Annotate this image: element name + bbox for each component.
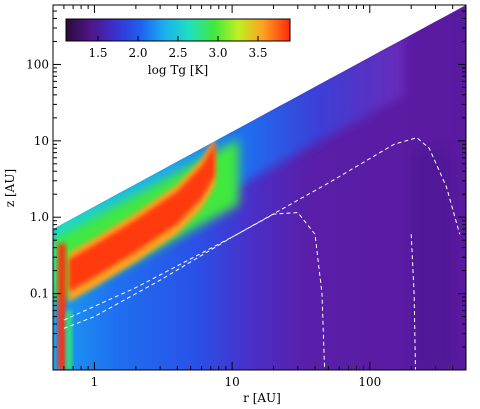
y-tick-label: 10 [34,134,49,148]
colorbar-ticks: 1.5 2.0 2.5 3.0 3.5 [88,36,268,60]
colorbar-label: log Tg [K] [148,63,208,77]
y-tick-label: 1.0 [30,210,49,224]
outer-cold-band [411,148,452,370]
colorbar: 1.5 2.0 2.5 3.0 3.5 log Tg [K] [65,18,291,77]
x-axis-label: r [AU] [243,391,281,405]
contour-lines [63,137,461,370]
x-tick-label: 10 [224,375,239,389]
y-tick-label: 100 [26,57,49,71]
axis-ticks: 1 10 100 0.1 1.0 10 100 [26,4,467,389]
inner-rim [57,243,66,370]
contour-line-2 [410,234,416,370]
contour-line-0 [63,137,461,321]
colorbar-tick-label: 3.0 [208,46,227,60]
y-tick-label: 0.1 [30,287,49,301]
plot-frame [52,4,467,371]
colorbar-tick-label: 2.0 [128,46,147,60]
contour-line-1 [63,212,326,370]
x-tick-label: 100 [358,375,381,389]
colorbar-tick-label: 3.5 [248,46,267,60]
hot-layer-core [68,143,215,292]
colorbar-tick-label: 2.5 [168,46,187,60]
y-axis-label: z [AU] [3,169,17,207]
inner-rim-glow [65,310,72,370]
colorbar-tick-label: 1.5 [88,46,107,60]
x-tick-label: 1 [91,375,99,389]
